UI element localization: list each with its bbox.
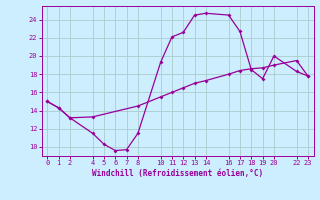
X-axis label: Windchill (Refroidissement éolien,°C): Windchill (Refroidissement éolien,°C) (92, 169, 263, 178)
